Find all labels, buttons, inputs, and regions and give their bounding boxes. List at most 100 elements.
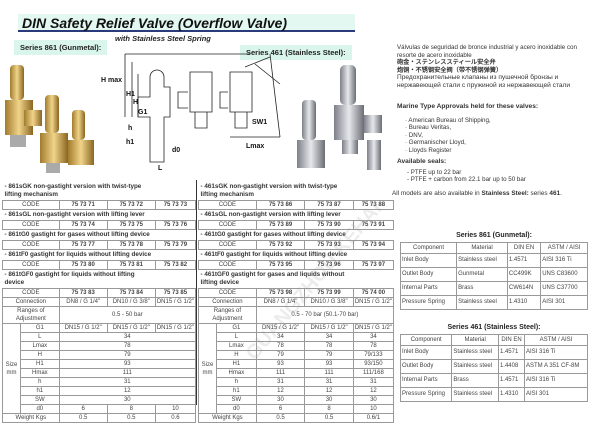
table-row: d0 6 8 10	[3, 404, 197, 414]
table-row: Inlet Body Stainless steel 1.4571 AISI 316 …	[399, 252, 588, 268]
material-cell: UNS C83600	[540, 266, 588, 282]
seal-item: - PTFE up to 22 bar	[407, 168, 462, 176]
size-value: DN15 / G 1/2"	[106, 323, 156, 333]
table-row: Lmax 78	[3, 341, 197, 351]
table-row: Ranges of Adjustment 0.5 - 50 bar	[2, 306, 197, 324]
material-cell: Brass	[451, 372, 499, 388]
table-row: SW 30 30 30	[199, 395, 395, 405]
materials-table-861: Series 861 (Gunmetal): Component Material D…	[399, 230, 588, 310]
material-cell: ASTM A 351 CF-8M	[524, 358, 588, 374]
weight-value: 0.6	[154, 413, 197, 423]
also-available-note: All models are also available in Stainle…	[392, 190, 597, 198]
size-value: 79/133	[352, 350, 395, 360]
product-code: 75 73 75	[106, 220, 156, 230]
table-row: - 861sGL non-gastight version with lifti…	[2, 209, 196, 221]
variant-title: - 861tGF0 gastight for liquids without l…	[2, 269, 156, 289]
series-461-spec-table: - 461sGK non-gastight version with twist…	[198, 182, 395, 423]
table-row: Series 861 (Gunmetal):	[401, 230, 588, 242]
product-code: 75 74 00	[352, 288, 395, 298]
size-value: 93/150	[352, 359, 395, 369]
material-cell: AISI 316 Ti	[540, 252, 588, 268]
series-461-label: Series 461 (Stainless Steel):	[240, 45, 352, 60]
size-dimension: G1	[20, 323, 60, 333]
product-code: 75 73 89	[255, 220, 306, 230]
column-header: Component	[399, 241, 458, 254]
product-code: 75 73 76	[154, 220, 197, 230]
series-861-spec-table: - 861sGK non-gastight version with twist…	[2, 182, 197, 423]
column-header: DIN EN	[497, 333, 526, 346]
table-row: - 861sGK non-gastight version with twist…	[2, 182, 196, 201]
table-row: CODE 75 73 95 75 73 96 75 73 97	[198, 260, 395, 270]
table-row: Internal Parts Brass CW614N UNS C37700	[399, 280, 588, 296]
material-cell: 1.4571	[506, 252, 542, 268]
table-row: Hmax 111	[3, 368, 197, 378]
size-value: 31	[58, 377, 197, 387]
table-row: Connection DN8 / G 1/4" DN10 / G 3/8" DN15 …	[2, 297, 197, 307]
table-row: h 31	[3, 377, 197, 387]
connection-label: Connection	[198, 297, 257, 307]
size-value: 79	[58, 350, 197, 360]
variant-title: - 861tG0 gastight for gases without lift…	[2, 229, 156, 241]
table-row: H1 93	[3, 359, 197, 369]
product-code: 75 73 72	[106, 200, 156, 210]
column-header: Material	[456, 241, 508, 254]
size-value: 78	[58, 341, 197, 351]
table-header-row: Component Material DIN EN ASTM / AISI	[399, 333, 588, 346]
size-value: 31	[255, 377, 306, 387]
size-dimension: d0	[216, 404, 257, 414]
table-row: L 34 34 34	[199, 332, 395, 342]
product-code: 75 73 74	[58, 220, 108, 230]
code-label: CODE	[2, 220, 60, 230]
product-code: 75 73 73	[154, 200, 197, 210]
product-code: 75 73 97	[352, 260, 395, 270]
column-divider	[196, 180, 197, 405]
code-label: CODE	[2, 240, 60, 250]
table-row: CODE 75 73 83 75 73 84 75 73 85	[2, 288, 197, 298]
size-value: 79	[304, 350, 354, 360]
product-code: 75 73 92	[255, 240, 306, 250]
desc-spanish: Válvulas de seguridad de bronce industri…	[397, 44, 577, 59]
label-d0: d0	[172, 147, 180, 154]
product-code: 75 73 87	[304, 200, 354, 210]
table-row: H 79 79 79/133	[199, 350, 395, 360]
materials-table-461: Series 461 (Stainless Steel): Component Ma…	[399, 322, 588, 402]
marine-approval-item: · American Bureau of Shipping,	[405, 116, 491, 124]
column-header: DIN EN	[506, 241, 542, 254]
size-value: 111/168	[352, 368, 395, 378]
material-cell: 1.4310	[506, 294, 542, 310]
product-code: 75 73 88	[352, 200, 395, 210]
code-label: CODE	[198, 240, 257, 250]
size-value: 34	[304, 332, 354, 342]
label-hmax: H max	[101, 77, 122, 84]
material-cell: UNS C37700	[540, 280, 588, 296]
weight-value: 0.5	[255, 413, 306, 423]
product-code: 75 73 77	[58, 240, 108, 250]
seal-item: - PTFE + carbon from 22.1 bar up to 50 b…	[407, 176, 526, 183]
materials-title: Series 861 (Gunmetal):	[456, 231, 532, 239]
size-dimension: h1	[216, 386, 257, 396]
label-hmax-bg	[100, 74, 124, 84]
material-cell: 1.4571	[497, 372, 526, 388]
material-cell: Inlet Body	[399, 344, 453, 360]
code-label: CODE	[198, 220, 257, 230]
size-dimension: SW	[216, 395, 257, 405]
size-value: 30	[255, 395, 306, 405]
size-value: 111	[255, 368, 306, 378]
size-dimension: SW	[20, 395, 60, 405]
size-value: 6	[255, 404, 306, 414]
valve-technical-drawing: H max H1 H G1 h h1 d0 L SW1 Lmax	[100, 53, 281, 172]
product-code: 75 73 86	[255, 200, 306, 210]
material-cell: AISI 316 Ti	[524, 372, 588, 388]
size-dimension: h	[20, 377, 60, 387]
size-value: 78	[304, 341, 354, 351]
size-dimension: H1	[216, 359, 257, 369]
code-label: CODE	[2, 200, 60, 210]
table-row: H 79	[3, 350, 197, 360]
material-cell: Pressure Spring	[399, 386, 453, 402]
right-description: Válvulas de seguridad de bronce industri…	[392, 44, 597, 197]
label-l: L	[158, 165, 163, 172]
size-value: 10	[154, 404, 197, 414]
seals-list: - PTFE up to 22 bar - PTFE + carbon from …	[407, 169, 597, 184]
note-prefix: All models are also available in	[392, 189, 482, 197]
material-cell: Internal Parts	[399, 372, 453, 388]
